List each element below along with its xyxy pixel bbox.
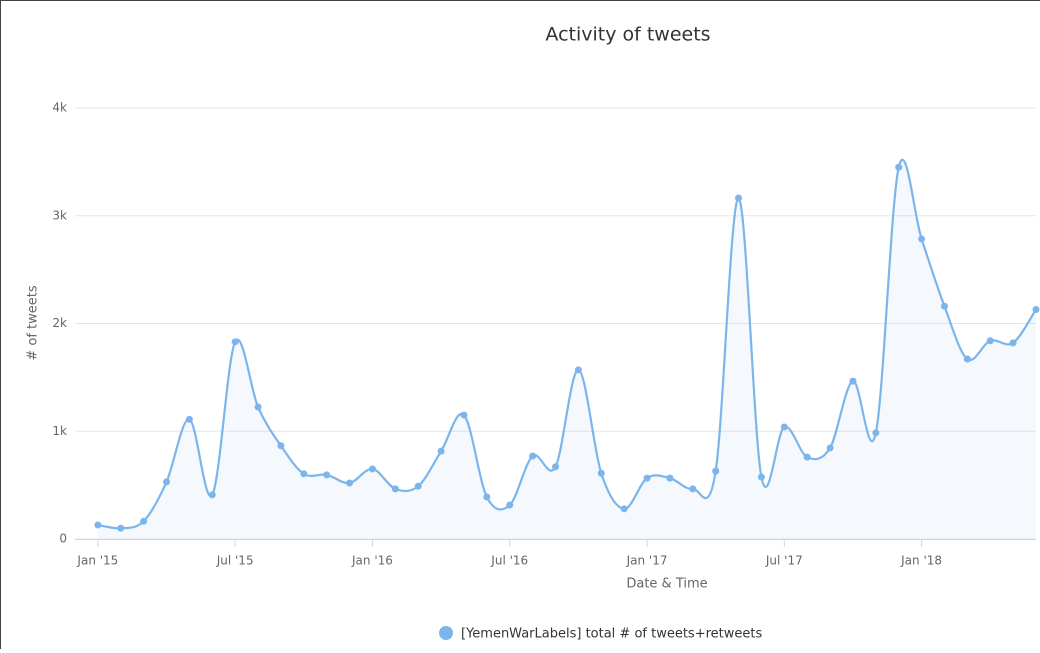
- point: [186, 416, 193, 423]
- point: [323, 471, 330, 478]
- point: [666, 475, 673, 482]
- point: [1033, 306, 1040, 313]
- point: [300, 470, 307, 477]
- x-tick-label: Jan '17: [626, 554, 668, 568]
- point: [346, 479, 353, 486]
- area: [98, 160, 1036, 539]
- y-tick-label: 1k: [52, 424, 67, 438]
- point: [758, 474, 765, 481]
- legend-label: [YemenWarLabels] total # of tweets+retwe…: [461, 627, 762, 642]
- point: [918, 235, 925, 242]
- point: [209, 491, 216, 498]
- point: [781, 423, 788, 430]
- point: [621, 505, 628, 512]
- point: [369, 465, 376, 472]
- point: [964, 356, 971, 363]
- chart-title: Activity of tweets: [545, 24, 710, 46]
- point: [117, 525, 124, 532]
- point: [94, 521, 101, 528]
- point: [232, 338, 239, 345]
- point: [804, 454, 811, 461]
- point: [163, 478, 170, 485]
- point: [689, 485, 696, 492]
- legend-marker: [439, 626, 453, 640]
- x-tick-label: Jan '15: [76, 554, 118, 568]
- point: [277, 442, 284, 449]
- x-tick-label: Jan '18: [900, 554, 942, 568]
- point: [849, 378, 856, 385]
- x-tick-label: Jul '16: [490, 554, 528, 568]
- point: [827, 444, 834, 451]
- point: [735, 194, 742, 201]
- x-axis-title: Date & Time: [626, 577, 707, 592]
- point: [644, 475, 651, 482]
- point: [987, 337, 994, 344]
- point: [460, 412, 467, 419]
- point: [392, 485, 399, 492]
- x-tick-label: Jul '17: [765, 554, 803, 568]
- point: [552, 463, 559, 470]
- y-tick-label: 3k: [52, 208, 67, 222]
- y-axis-title: # of tweets: [26, 285, 41, 361]
- point: [255, 404, 262, 411]
- point: [872, 429, 879, 436]
- point: [1010, 339, 1017, 346]
- point: [895, 164, 902, 171]
- point: [575, 366, 582, 373]
- y-tick-label: 4k: [52, 101, 67, 115]
- y-tick-label: 2k: [52, 316, 67, 330]
- point: [598, 470, 605, 477]
- point: [415, 483, 422, 490]
- point: [483, 493, 490, 500]
- x-tick-label: Jul '15: [216, 554, 254, 568]
- point: [712, 468, 719, 475]
- point: [506, 502, 513, 509]
- y-tick-label: 0: [59, 532, 67, 546]
- x-tick-label: Jan '16: [351, 554, 393, 568]
- point: [438, 448, 445, 455]
- point: [529, 453, 536, 460]
- point: [140, 518, 147, 525]
- point: [941, 303, 948, 310]
